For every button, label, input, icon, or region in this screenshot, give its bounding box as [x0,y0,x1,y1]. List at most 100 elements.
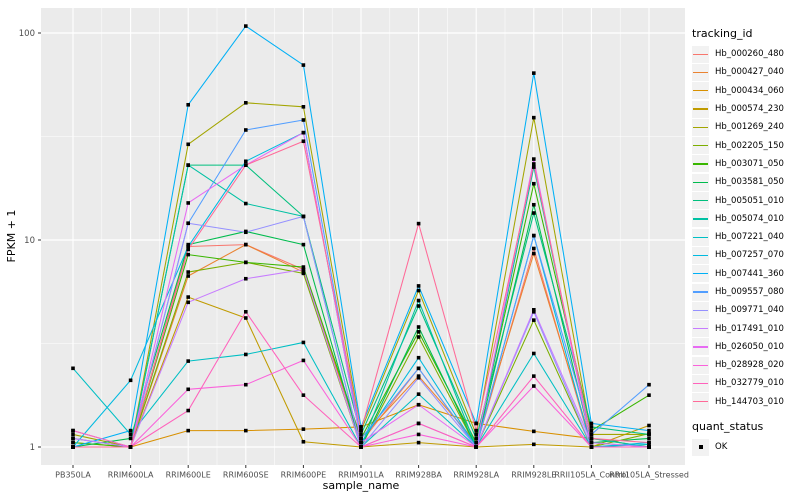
y-axis-title: FPKM + 1 [5,210,18,263]
data-point [474,432,478,437]
data-point [416,402,421,407]
x-tick-label: RRIM600LA [108,471,154,480]
data-point [186,142,190,147]
legend-item-Hb_007221_040: Hb_007221_040 [692,228,798,246]
legend-line-icon [693,401,708,403]
data-point [532,233,536,238]
legend-item-label: Hb_007257_070 [715,250,784,261]
data-point [186,242,190,247]
data-point [532,384,536,388]
legend-item-label: Hb_017491_010 [715,323,784,334]
legend-line-icon [693,382,708,385]
legend-item-Hb_009771_040: Hb_009771_040 [692,301,798,319]
legend-item-label: Hb_003071_050 [715,158,784,169]
data-point [301,242,306,247]
legend-item-label: Hb_001269_240 [715,122,784,133]
legend-line-icon [693,327,708,330]
legend-key-swatch [692,228,709,246]
legend-item-Hb_009557_080: Hb_009557_080 [692,283,798,301]
data-point [416,304,421,308]
legend-line-icon [693,71,708,74]
data-point [589,421,594,426]
legend-key-swatch [692,301,709,319]
data-point [244,242,248,247]
data-point [359,440,363,445]
data-point [244,24,248,28]
legend-line-icon [693,346,708,348]
legend-key-swatch [692,374,709,392]
data-point [359,428,363,433]
legend-item-label: Hb_000434_060 [715,85,784,96]
legend-line-icon [693,90,708,92]
x-tick-label: RRII105LA_Control [554,471,628,480]
legend-quant-items: OK [692,438,798,456]
x-tick-label: RRII105LA_Stressed [609,471,689,480]
data-point [474,445,478,449]
x-tick-label: PB350LA [55,471,91,480]
legend: tracking_id Hb_000260_480 Hb_000427_040 Hb… [692,27,798,456]
legend-line-icon [693,218,708,220]
x-tick-label: RRIM600LE [166,471,211,480]
legend-item-Hb_000434_060: Hb_000434_060 [692,82,798,100]
legend-line-icon [693,291,708,293]
data-point [416,392,421,396]
legend-key-swatch [692,82,709,100]
plot-panel [41,8,685,465]
data-point [301,139,306,144]
data-point [244,382,248,387]
legend-item-Hb_007441_360: Hb_007441_360 [692,265,798,283]
data-point [244,260,248,265]
data-point [589,432,594,437]
data-point [647,423,651,428]
legend-item-Hb_003581_050: Hb_003581_050 [692,173,798,191]
data-point [71,432,75,437]
data-point [244,159,248,164]
data-point [301,358,306,363]
legend-key-swatch [692,438,709,456]
data-point [186,102,190,107]
data-point [301,427,306,431]
legend-key-swatch [692,192,709,210]
legend-item-label: Hb_028928_020 [715,360,784,371]
legend-line-icon [693,364,708,366]
legend-item-Hb_001269_240: Hb_001269_240 [692,118,798,136]
data-point [301,340,306,345]
x-tick-label: RRIM928BA [395,471,442,480]
data-point [71,445,75,449]
data-point [474,440,478,445]
data-point [301,130,306,135]
legend-item-label: Hb_003581_050 [715,177,784,188]
data-point [532,181,536,186]
data-point [416,288,421,293]
data-point [532,374,536,378]
data-point [244,276,248,281]
data-point [186,274,190,278]
data-point [647,428,651,433]
legend-item-Hb_005051_010: Hb_005051_010 [692,191,798,210]
legend-line-icon [693,126,708,129]
x-tick-label: RRIM928LE [511,471,556,480]
data-point [244,309,248,314]
legend-key-swatch [692,338,709,356]
data-point [244,101,248,105]
data-point [301,393,306,397]
data-point [532,429,536,434]
data-point [301,63,306,67]
data-point [647,382,651,387]
data-point [244,230,248,235]
legend-item-Hb_000427_040: Hb_000427_040 [692,63,798,81]
legend-item-Hb_007257_070: Hb_007257_070 [692,246,798,264]
data-point [474,421,478,426]
data-point [647,445,651,449]
data-point [359,425,363,429]
data-point [532,211,536,215]
data-point [589,428,594,433]
legend-item-label: Hb_000427_040 [715,67,784,78]
data-point [186,244,190,249]
legend-key-swatch [692,265,709,283]
data-point [416,421,421,426]
data-point [301,439,306,444]
data-point [359,436,363,441]
